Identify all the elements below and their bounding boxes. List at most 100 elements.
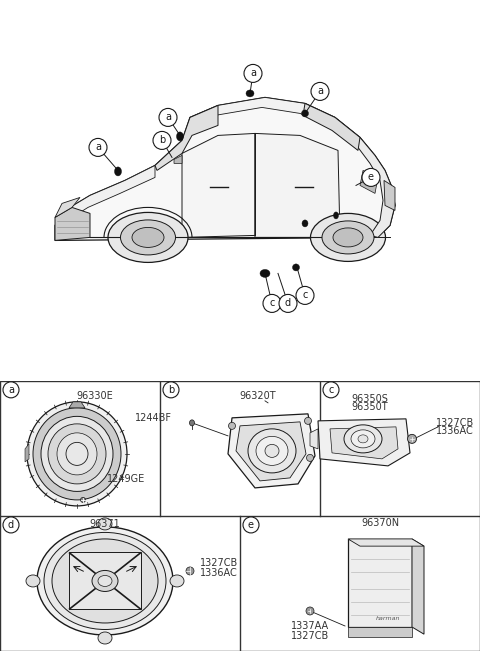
Polygon shape: [355, 137, 395, 238]
Ellipse shape: [120, 220, 176, 255]
Text: 96320T: 96320T: [240, 391, 276, 401]
Text: a: a: [165, 113, 171, 122]
Ellipse shape: [260, 270, 270, 277]
Ellipse shape: [265, 445, 279, 458]
Ellipse shape: [322, 221, 374, 254]
Circle shape: [153, 132, 171, 150]
Ellipse shape: [248, 429, 296, 473]
Ellipse shape: [190, 420, 194, 426]
Polygon shape: [55, 197, 80, 217]
Polygon shape: [69, 553, 141, 609]
Text: 1337AA: 1337AA: [291, 621, 329, 631]
Ellipse shape: [41, 417, 113, 492]
Text: 96350T: 96350T: [352, 402, 388, 412]
Circle shape: [3, 382, 19, 398]
Ellipse shape: [170, 575, 184, 587]
Circle shape: [263, 294, 281, 312]
Ellipse shape: [48, 424, 106, 484]
Text: 1327CB: 1327CB: [436, 418, 474, 428]
Polygon shape: [360, 171, 378, 193]
Polygon shape: [55, 98, 395, 240]
Text: 1249GE: 1249GE: [107, 474, 145, 484]
Text: 1327CB: 1327CB: [200, 558, 238, 568]
Circle shape: [307, 454, 313, 462]
Circle shape: [296, 286, 314, 305]
Polygon shape: [236, 422, 306, 481]
Text: e: e: [248, 520, 254, 530]
Circle shape: [279, 294, 297, 312]
Polygon shape: [318, 419, 410, 466]
Circle shape: [243, 517, 259, 533]
Text: 96350S: 96350S: [351, 394, 388, 404]
Text: b: b: [159, 135, 165, 145]
Ellipse shape: [52, 539, 158, 623]
Polygon shape: [330, 427, 398, 459]
Circle shape: [311, 83, 329, 100]
Circle shape: [244, 64, 262, 83]
Circle shape: [323, 382, 339, 398]
Polygon shape: [182, 133, 255, 238]
Text: 1336AC: 1336AC: [436, 426, 474, 436]
Ellipse shape: [57, 433, 97, 475]
Text: a: a: [250, 68, 256, 78]
Ellipse shape: [301, 110, 309, 117]
Text: c: c: [269, 298, 275, 309]
Ellipse shape: [44, 533, 166, 630]
Circle shape: [362, 169, 380, 186]
Ellipse shape: [37, 527, 173, 635]
Circle shape: [228, 422, 236, 430]
Polygon shape: [310, 429, 318, 449]
Polygon shape: [174, 156, 182, 163]
Ellipse shape: [132, 227, 164, 247]
Polygon shape: [69, 402, 85, 408]
Polygon shape: [190, 98, 360, 143]
Ellipse shape: [98, 632, 112, 644]
Ellipse shape: [292, 264, 300, 271]
Text: b: b: [168, 385, 174, 395]
Ellipse shape: [98, 518, 112, 530]
Circle shape: [306, 607, 314, 615]
Text: harman: harman: [376, 616, 400, 622]
Polygon shape: [70, 165, 155, 217]
Ellipse shape: [26, 575, 40, 587]
Polygon shape: [348, 627, 412, 637]
Ellipse shape: [33, 408, 121, 500]
Ellipse shape: [98, 575, 112, 587]
Circle shape: [186, 567, 194, 575]
Ellipse shape: [115, 167, 121, 176]
Ellipse shape: [358, 435, 368, 443]
Polygon shape: [348, 539, 424, 546]
Text: c: c: [328, 385, 334, 395]
Text: 1336AC: 1336AC: [200, 568, 238, 578]
Circle shape: [163, 382, 179, 398]
Circle shape: [159, 109, 177, 126]
Ellipse shape: [177, 132, 183, 141]
Polygon shape: [384, 180, 395, 210]
Polygon shape: [55, 208, 90, 240]
Circle shape: [304, 417, 312, 424]
Polygon shape: [348, 539, 412, 627]
Ellipse shape: [344, 425, 382, 453]
Text: e: e: [368, 173, 374, 182]
Polygon shape: [155, 105, 218, 171]
Text: c: c: [302, 290, 308, 300]
Text: a: a: [95, 143, 101, 152]
Ellipse shape: [302, 220, 308, 227]
Ellipse shape: [81, 497, 85, 503]
Text: d: d: [285, 298, 291, 309]
Ellipse shape: [108, 212, 188, 262]
Polygon shape: [25, 444, 29, 462]
Ellipse shape: [311, 214, 385, 262]
Text: a: a: [8, 385, 14, 395]
Text: 96330E: 96330E: [77, 391, 113, 401]
Polygon shape: [303, 104, 360, 150]
Ellipse shape: [334, 212, 338, 219]
Circle shape: [89, 139, 107, 156]
Ellipse shape: [27, 402, 127, 506]
Text: 1327CB: 1327CB: [291, 631, 329, 641]
Ellipse shape: [351, 430, 375, 448]
Circle shape: [3, 517, 19, 533]
Ellipse shape: [246, 90, 254, 97]
Text: d: d: [8, 520, 14, 530]
Ellipse shape: [256, 436, 288, 465]
